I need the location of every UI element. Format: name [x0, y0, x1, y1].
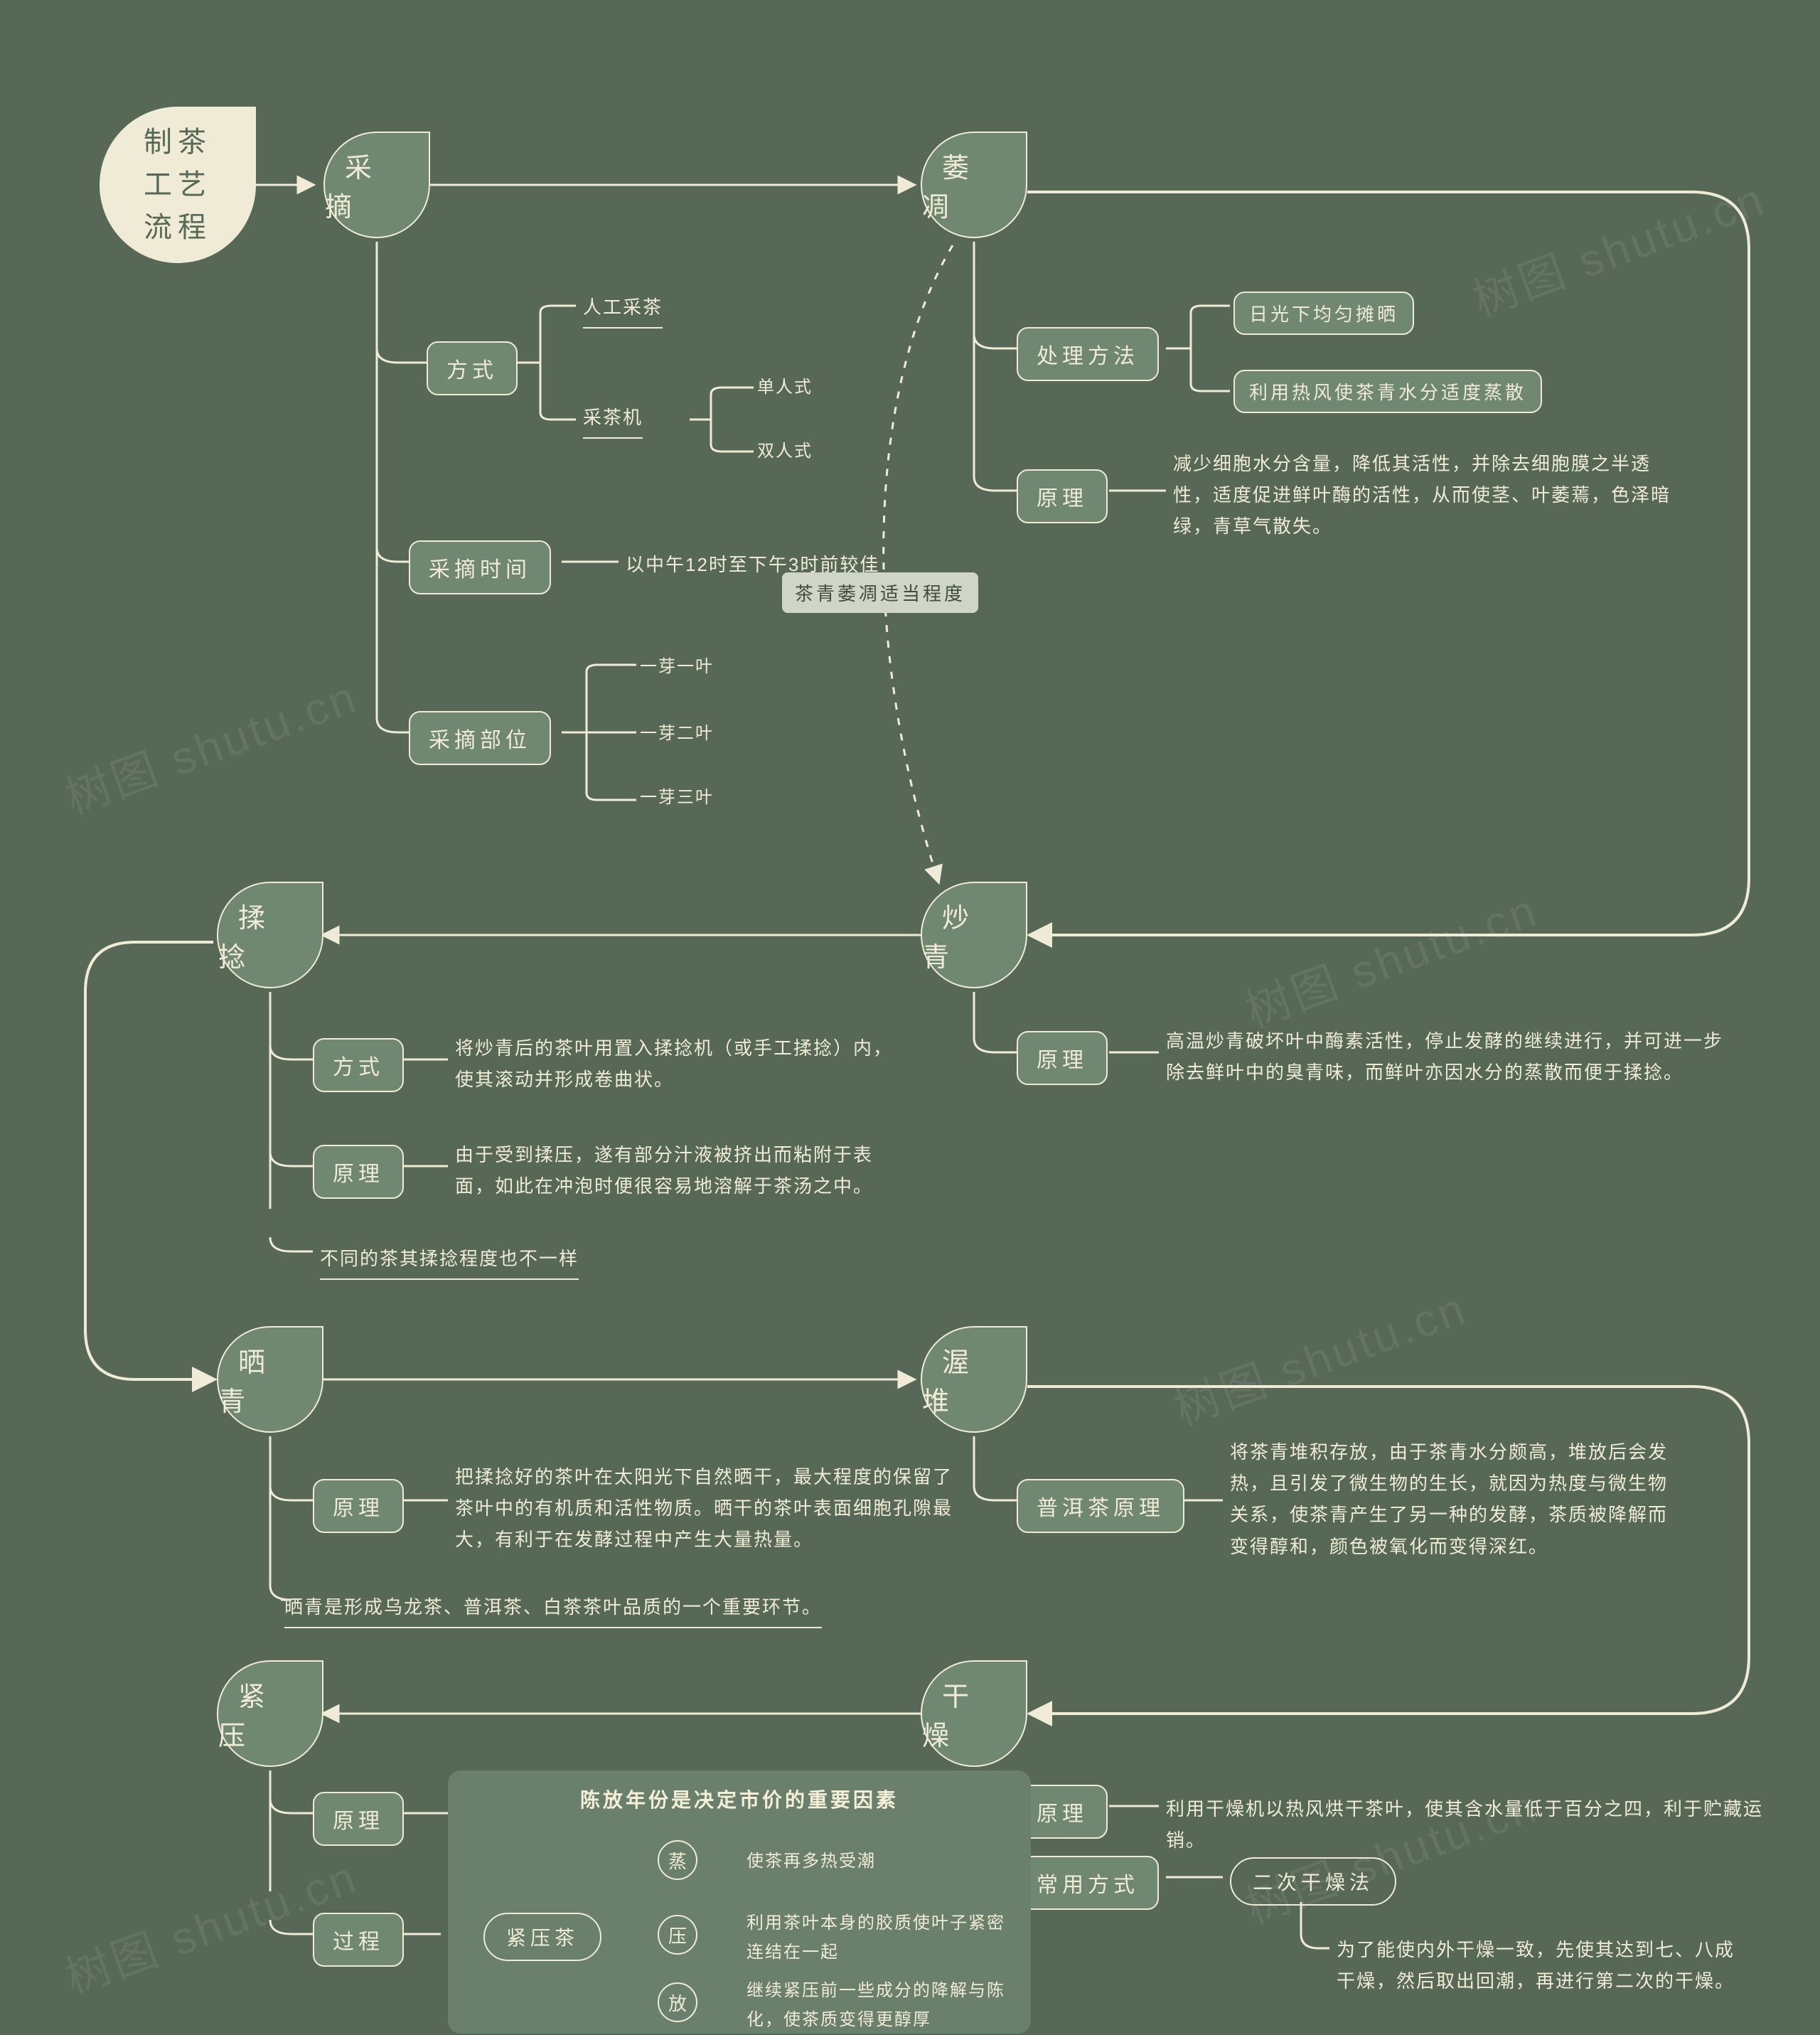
stage-label: 采 摘: [325, 146, 429, 224]
tag-rj-yuanli: 原理: [313, 1145, 404, 1199]
stage-caimai: 采 摘: [323, 132, 430, 238]
stage-label: 萎 凋: [922, 146, 1026, 224]
tag-wd-yuanli: 原理: [1017, 469, 1108, 523]
leaf-jiqi: 采茶机: [583, 402, 643, 439]
leaf-ya: 利用茶叶本身的胶质使叶子紧密连结在一起: [746, 1909, 1010, 1967]
leaf-buwei-a: 一芽一叶: [640, 653, 714, 682]
leaf-sq-note: 晒青是形成乌龙茶、普洱茶、白茶茶叶品质的一个重要环节。: [284, 1591, 822, 1628]
stage-label: 紧 压: [218, 1675, 322, 1753]
leaf-rengong: 人工采茶: [583, 292, 663, 329]
stage-weidiao: 萎 凋: [921, 132, 1027, 238]
circle-fang: 放: [658, 1982, 697, 2022]
leaf-buwei-b: 一芽二叶: [640, 720, 714, 749]
stage-ganzao: 干 燥: [921, 1660, 1027, 1767]
circle-zheng: 蒸: [658, 1840, 697, 1880]
leaf-zheng: 使茶再多热受潮: [746, 1847, 876, 1876]
tag-gz-fangshi: 常用方式: [1017, 1856, 1159, 1910]
stage-label: 渥 堆: [922, 1340, 1026, 1419]
leaf-erci: 为了能使内外干燥一致，先使其达到七、八成干燥，然后取出回潮，再进行第二次的干燥。: [1337, 1934, 1749, 1997]
leaf-wodui: 将茶青堆积存放，由于茶青水分颇高，堆放后会发热，且引发了微生物的生长，就因为热度…: [1230, 1436, 1671, 1562]
stage-label: 干 燥: [922, 1675, 1026, 1753]
tag-shijian: 采摘时间: [409, 540, 551, 594]
oval-ercifa: 二次干燥法: [1230, 1857, 1396, 1906]
leaf-rj-note: 不同的茶其揉捻程度也不一样: [320, 1243, 579, 1280]
oval-yacha: 紧压茶: [483, 1913, 601, 1961]
tag-fangshi: 方式: [427, 341, 518, 395]
stage-wodui: 渥 堆: [921, 1326, 1027, 1433]
leaf-gz-yuanli: 利用干燥机以热风烘干茶叶，使其含水量低于百分之四，利于贮藏运销。: [1166, 1793, 1792, 1856]
panel-title: 陈放年份是决定市价的重要因素: [448, 1785, 1031, 1813]
root-node: 制茶工艺流程: [100, 107, 256, 263]
tag-chuli: 处理方法: [1017, 327, 1159, 381]
tag-wodui: 普洱茶原理: [1017, 1479, 1184, 1533]
leaf-jiqi-a: 单人式: [757, 373, 813, 402]
stage-label: 炒 青: [922, 896, 1026, 974]
tag-cq-yuanli: 原理: [1017, 1031, 1108, 1085]
leaf-wd-yuanli: 减少细胞水分含量，降低其活性，并除去细胞膜之半透性，适度促进鲜叶酶的活性，从而使…: [1173, 448, 1685, 543]
tag-sq-yuanli: 原理: [313, 1479, 404, 1533]
stage-chaoqing: 炒 青: [921, 882, 1027, 988]
circle-ya: 压: [658, 1915, 697, 1955]
stage-label: 揉 捻: [218, 896, 322, 974]
stage-jinya: 紧 压: [217, 1660, 323, 1767]
leaf-chuli-b: 利用热风使茶青水分适度蒸散: [1233, 370, 1542, 413]
leaf-fang: 继续紧压前一些成分的降解与陈化，使茶质变得更醇厚: [746, 1977, 1010, 2035]
leaf-cq-yuanli: 高温炒青破坏叶中酶素活性，停止发酵的继续进行，并可进一步除去鲜叶中的臭青味，而鲜…: [1166, 1025, 1735, 1088]
stage-shaiqing: 晒 青: [217, 1326, 323, 1433]
leaf-sq-yuanli: 把揉捻好的茶叶在太阳光下自然晒干，最大程度的保留了茶叶中的有机质和活性物质。晒干…: [455, 1461, 953, 1556]
leaf-chuli-a: 日光下均匀摊晒: [1233, 292, 1414, 335]
root-label: 制茶工艺流程: [144, 121, 212, 249]
leaf-rj-fangshi: 将炒青后的茶叶用置入揉捻机（或手工揉捻）内，使其滚动并形成卷曲状。: [455, 1032, 910, 1095]
tag-jy-guocheng: 过程: [313, 1913, 404, 1967]
stage-roujian: 揉 捻: [217, 882, 323, 988]
callout-weidiao: 茶青萎凋适当程度: [782, 572, 978, 613]
tag-jy-yuanli: 原理: [313, 1792, 404, 1846]
stage-label: 晒 青: [218, 1340, 322, 1419]
leaf-jiqi-b: 双人式: [757, 437, 813, 466]
leaf-buwei-c: 一芽三叶: [640, 784, 714, 813]
tag-rj-fangshi: 方式: [313, 1038, 404, 1092]
leaf-rj-yuanli: 由于受到揉压，遂有部分汁液被挤出而粘附于表面，如此在冲泡时便很容易地溶解于茶汤之…: [455, 1139, 910, 1202]
tag-buwei: 采摘部位: [409, 711, 551, 765]
